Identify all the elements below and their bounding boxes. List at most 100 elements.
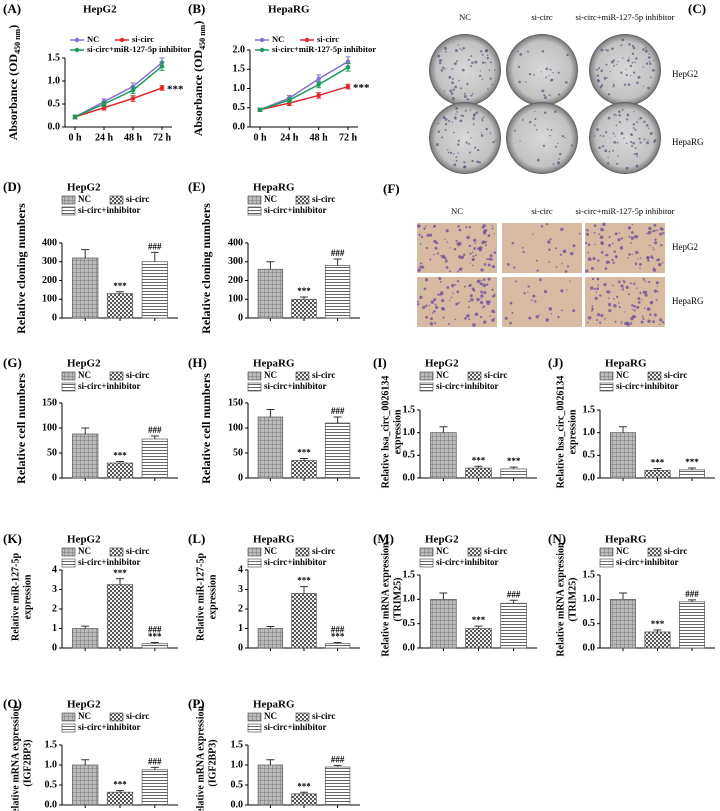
- cell: [457, 225, 460, 228]
- data-point: [316, 93, 321, 98]
- colony: [495, 139, 497, 142]
- cell: [598, 233, 600, 235]
- colony: [451, 67, 454, 70]
- chart-panel: (P) HepaRG Relative mRNA expression (IGF2BP…: [188, 696, 360, 811]
- y-tick-label: 1.5: [583, 404, 596, 415]
- colony: [648, 53, 650, 56]
- error-bar: [300, 296, 308, 300]
- cell: [424, 225, 427, 227]
- cell: [523, 292, 526, 295]
- y-tick-label: 300: [42, 256, 57, 267]
- y-tick-label: 0.0: [48, 121, 61, 132]
- chart-panel: (H) HepaRG Relative cell numbers 0 50 100 150 N…: [188, 355, 360, 484]
- cell: [562, 249, 567, 254]
- legend-label: NC: [78, 546, 91, 556]
- cell: [613, 298, 615, 300]
- colony: [623, 137, 625, 139]
- cell: [617, 280, 621, 284]
- y-axis-label: Relative mRNA expression: [555, 542, 566, 657]
- colony: [459, 48, 461, 50]
- colony: [437, 122, 440, 125]
- cell: [434, 246, 438, 250]
- cell: [431, 312, 434, 314]
- cell: [433, 239, 437, 244]
- cell: [606, 290, 609, 293]
- colony: [546, 128, 549, 131]
- cell: [604, 317, 606, 320]
- bar: [500, 468, 527, 479]
- colony: [466, 82, 469, 86]
- annotation: ***: [472, 615, 486, 625]
- bar: [257, 268, 284, 319]
- y-tick-label: 0.0: [583, 472, 596, 483]
- colony: [632, 71, 636, 74]
- colony: [476, 160, 479, 164]
- colony: [611, 47, 614, 51]
- panel-letter: (J): [548, 355, 563, 370]
- cell: [634, 235, 639, 239]
- cell: [596, 287, 600, 291]
- error-bar: [150, 642, 159, 644]
- cell: [485, 283, 489, 286]
- colony: [487, 88, 489, 90]
- cell: [506, 262, 510, 266]
- y-tick-label: 2: [52, 603, 57, 614]
- colony: [536, 158, 540, 162]
- colony: [444, 117, 448, 121]
- cell: [654, 238, 657, 241]
- cell: [618, 302, 620, 304]
- colony: [605, 63, 608, 66]
- colony: [626, 59, 630, 62]
- colony: [612, 132, 615, 135]
- y-label-text: Absorbance (OD: [6, 54, 20, 141]
- colony: [616, 63, 618, 65]
- micrograph: [502, 277, 582, 327]
- colony: [632, 127, 635, 129]
- y-axis-label: Absorbance (OD450 nm): [191, 21, 208, 136]
- y-tick-label: 0.5: [48, 98, 61, 109]
- colony: [470, 137, 472, 139]
- cell: [469, 294, 473, 298]
- colony: [517, 50, 519, 53]
- colony: [605, 131, 608, 134]
- colony: [625, 142, 628, 145]
- cell: [637, 301, 641, 304]
- cell: [646, 256, 650, 260]
- colony: [570, 144, 573, 147]
- colony: [455, 107, 459, 110]
- colony: [466, 98, 468, 100]
- colony: [607, 156, 609, 159]
- dish: [429, 102, 501, 174]
- cell: [453, 248, 457, 251]
- cell: [647, 231, 652, 235]
- annotation: ***: [685, 457, 699, 467]
- y-tick-label: 1.0: [48, 75, 61, 86]
- y-tick-label: 150: [42, 397, 57, 408]
- colony: [595, 68, 598, 71]
- panel-letter: (A): [3, 1, 21, 16]
- cell: [590, 286, 594, 290]
- bar: [141, 261, 168, 319]
- chart-title: HepaRG: [605, 358, 647, 370]
- colony: [535, 128, 538, 131]
- y-tick-label: 0.5: [45, 779, 58, 790]
- colony: [653, 59, 655, 62]
- error-bar: [150, 766, 159, 770]
- cell: [418, 233, 421, 236]
- colony: [613, 113, 616, 116]
- y-tick-label: 1.0: [583, 427, 596, 438]
- cell: [634, 262, 638, 265]
- legend-label: NC: [264, 546, 277, 556]
- cell: [456, 290, 460, 294]
- colony: [450, 92, 454, 95]
- cell: [585, 269, 589, 273]
- cell: [566, 265, 570, 268]
- colony: [519, 52, 523, 56]
- colony: [557, 161, 561, 165]
- cell: [479, 300, 484, 305]
- bar: [106, 462, 134, 479]
- cell: [608, 236, 611, 239]
- cell: [471, 251, 474, 254]
- cell: [491, 318, 495, 322]
- y-tick-label: 3: [238, 584, 243, 595]
